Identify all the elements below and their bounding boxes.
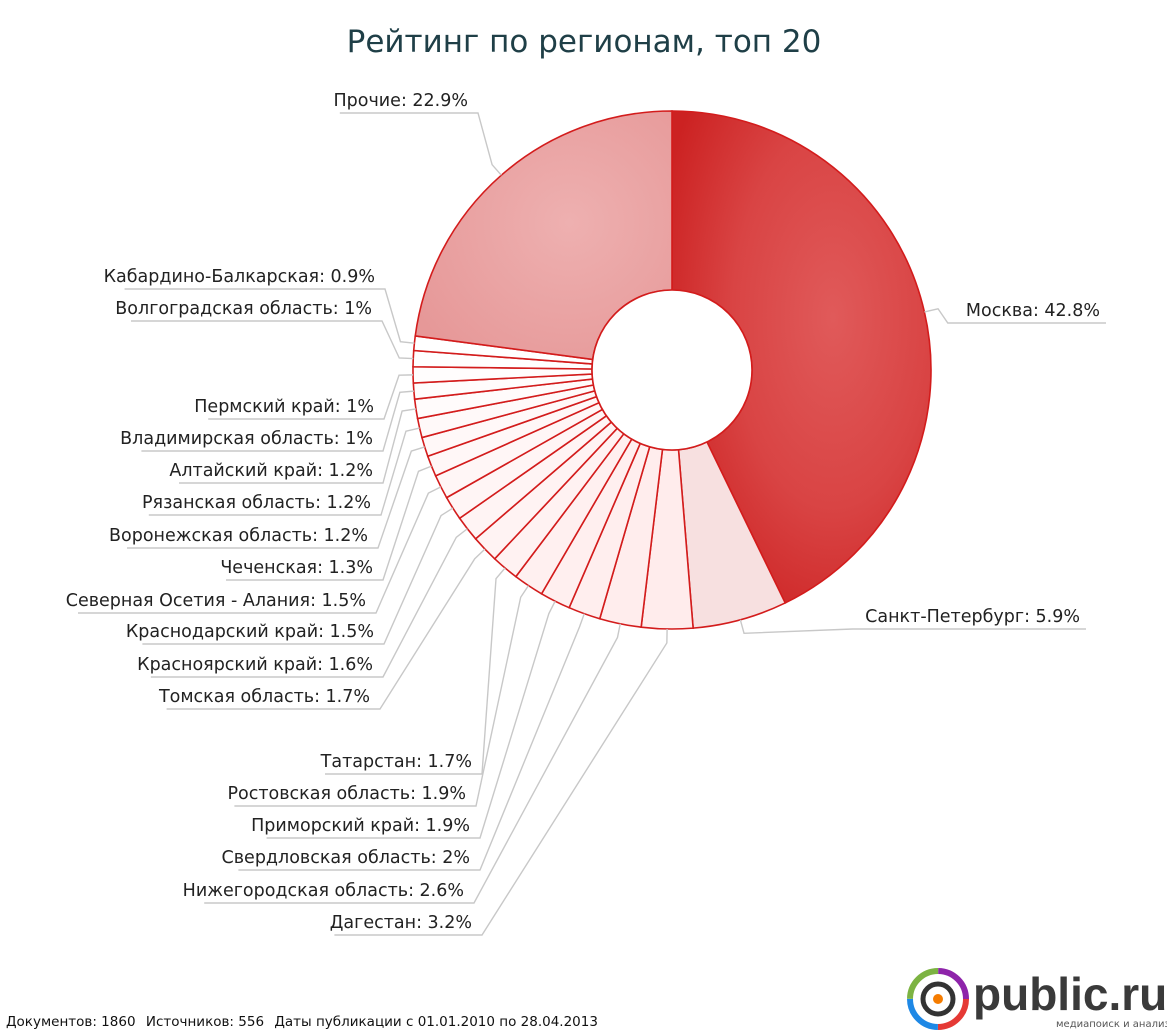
chart-title: Рейтинг по регионам, топ 20 <box>347 24 822 60</box>
leader-свердловская-область <box>238 613 585 871</box>
leader-татарстан <box>325 567 506 775</box>
logo-brand: public.ru <box>973 968 1167 1020</box>
label-волгоградская-область: Волгоградская область: 1% <box>115 299 372 319</box>
label-владимирская-область: Владимирская область: 1% <box>120 429 373 449</box>
leader-волгоградская-область <box>131 320 414 360</box>
logo-tagline: медиапоиск и анализ <box>1056 1019 1167 1030</box>
leader-москва <box>924 307 1106 324</box>
leader-воронежская-область <box>127 446 425 549</box>
leader-томская-область <box>166 548 486 710</box>
label-краснодарский-край: Краснодарский край: 1.5% <box>126 622 374 642</box>
leader-красноярский-край <box>150 528 468 678</box>
label-кабардино-балкарская: Кабардино-Балкарская: 0.9% <box>104 267 375 287</box>
label-татарстан: Татарстан: 1.7% <box>320 752 472 772</box>
label-москва: Москва: 42.8% <box>966 301 1100 321</box>
leader-приморский-край <box>266 600 556 839</box>
label-приморский-край: Приморский край: 1.9% <box>251 816 470 836</box>
label-чеченская: Чеченская: 1.3% <box>220 558 373 578</box>
leader-алтайский-край <box>179 408 417 484</box>
leader-рязанская-область <box>148 427 420 516</box>
leader-чеченская <box>226 465 432 581</box>
leader-владимирская-область <box>141 390 414 452</box>
label-красноярский-край: Красноярский край: 1.6% <box>137 655 373 675</box>
public-ru-logo: public.ru медиапоиск и анализ <box>907 968 1167 1030</box>
leader-пермский-край <box>208 374 414 420</box>
donut-hole <box>591 289 753 451</box>
label-санкт-петербург: Санкт-Петербург: 5.9% <box>865 607 1080 627</box>
label-северная-осетия-алания: Северная Осетия - Алания: 1.5% <box>66 591 366 611</box>
sources-count: Источников: 556 <box>145 1014 265 1030</box>
label-воронежская-область: Воронежская область: 1.2% <box>109 526 368 546</box>
label-прочие: Прочие: 22.9% <box>333 91 468 111</box>
label-ростовская-область: Ростовская область: 1.9% <box>227 784 466 804</box>
logo-mark-icon <box>907 968 969 1030</box>
label-пермский-край: Пермский край: 1% <box>194 397 374 417</box>
leader-кабардино-балкарская <box>124 288 415 344</box>
publication-dates: Даты публикации с 01.01.2010 по 28.04.20… <box>274 1014 598 1030</box>
label-дагестан: Дагестан: 3.2% <box>330 913 472 933</box>
documents-count: Документов: 1860 <box>6 1014 136 1030</box>
leader-дагестан <box>334 628 668 936</box>
label-алтайский-край: Алтайский край: 1.2% <box>169 461 373 481</box>
label-свердловская-область: Свердловская область: 2% <box>222 848 470 868</box>
label-рязанская-область: Рязанская область: 1.2% <box>142 493 371 513</box>
label-томская-область: Томская область: 1.7% <box>158 687 370 707</box>
footer-stats: Документов: 1860 Источников: 556 Даты пу… <box>6 1014 604 1030</box>
leader-северная-осетия-алания <box>78 486 442 614</box>
slices-group <box>412 110 932 630</box>
labels-group: Москва: 42.8% Санкт-Петербург: 5.9% Дагест… <box>66 91 1106 936</box>
label-нижегородская-область: Нижегородская область: 2.6% <box>183 881 464 901</box>
leader-прочие <box>339 112 502 176</box>
donut-chart: Рейтинг по регионам, топ 20 Москва: 42.8… <box>66 24 1106 936</box>
leader-нижегородская-область <box>204 623 621 904</box>
leader-ростовская-область <box>234 585 530 807</box>
leader-краснодарский-край <box>142 507 454 645</box>
leader-санкт-петербург <box>739 619 1086 635</box>
